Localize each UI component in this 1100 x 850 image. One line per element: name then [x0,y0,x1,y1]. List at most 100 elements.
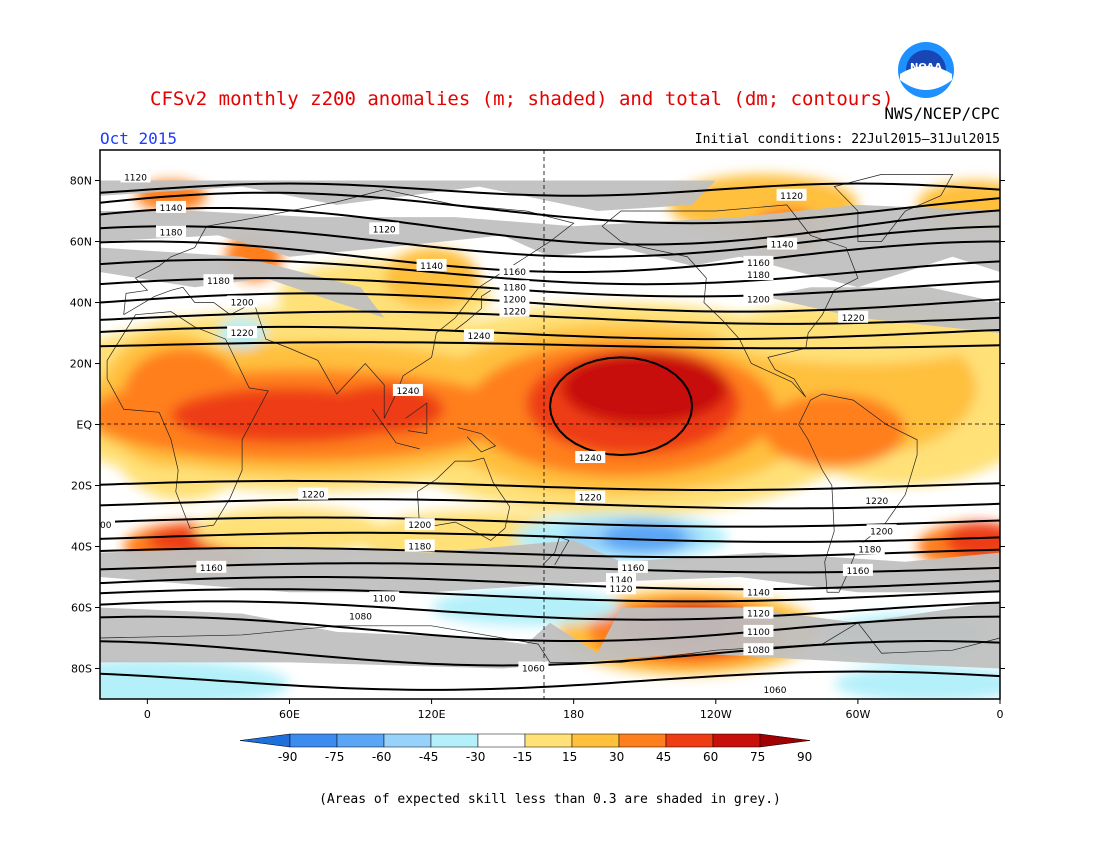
contour-label: 1120 [776,188,807,202]
svg-text:1180: 1180 [503,283,526,293]
svg-text:1140: 1140 [747,588,770,598]
svg-text:1200: 1200 [408,521,431,531]
svg-text:1220: 1220 [503,308,526,318]
contour-label: 1220 [838,310,869,324]
legend-swatch [712,733,761,748]
height-contours [100,182,1000,691]
svg-text:1240: 1240 [467,332,490,342]
svg-text:1120: 1120 [373,225,396,235]
svg-text:1220: 1220 [231,329,254,339]
contour-label: 1200 [227,295,258,309]
contour-label: 1100 [743,624,774,638]
legend-arrow-low [239,733,291,748]
lat-tick-label: EQ [76,419,92,432]
svg-text:1220: 1220 [579,494,602,504]
svg-text:1240: 1240 [396,387,419,397]
legend-swatch [477,733,526,748]
svg-text:1120: 1120 [124,173,147,183]
legend-tick-label: 30 [609,750,624,764]
contour-label: 1220 [298,487,329,501]
contour-label: 1220 [499,304,530,318]
svg-text:1120: 1120 [780,192,803,202]
svg-text:1080: 1080 [747,646,770,656]
svg-text:1160: 1160 [621,564,644,574]
legend-tick-label: 90 [797,750,812,764]
contour-label: 1120 [606,582,637,595]
contour-label: 1140 [767,237,798,251]
contour-label: 1100 [369,591,400,604]
contour-label: 1160 [617,560,648,574]
lat-tick-label: 80N [70,175,92,188]
contour-label: 1120 [369,222,400,235]
svg-text:1160: 1160 [846,567,869,577]
legend-tick-label: 60 [703,750,718,764]
svg-text:1200: 1200 [231,299,254,309]
contour-label: 1180 [203,274,234,287]
legend-tick-label: -30 [466,750,486,764]
contour-label: 1240 [463,329,494,342]
contour-label: 1160 [196,560,227,574]
contour-label: 1120 [743,606,774,620]
contour-label: 1160 [743,255,774,269]
contour-labels: 1120114011801180120012201120114011601180… [100,170,897,696]
contour-label: 1120 [120,170,151,183]
contour-label: 1220 [861,493,892,507]
contour-label: 1080 [345,609,376,623]
svg-text:1100: 1100 [747,628,770,638]
lat-tick-label: 40S [71,541,92,554]
contour-label: 1180 [499,280,530,293]
legend-swatch [430,733,479,748]
svg-text:1180: 1180 [747,271,770,281]
svg-text:1220: 1220 [842,314,865,324]
legend-swatch [383,733,432,748]
forecast-month: Oct 2015 [100,129,178,148]
legend-tick-label: 75 [750,750,765,764]
svg-text:1160: 1160 [200,564,223,574]
svg-text:1220: 1220 [865,497,888,507]
legend-swatch [618,733,667,748]
contour-label: 1140 [416,258,447,272]
contour-label: 1200 [866,524,897,537]
legend-tick-label: -15 [513,750,533,764]
lat-tick-label: 60N [70,236,92,249]
legend-tick-label: -75 [325,750,345,764]
legend-swatch [336,733,385,748]
contour-label: 1140 [156,200,187,214]
legend-swatch [289,733,338,748]
lon-tick-label: 0 [997,708,1004,721]
svg-text:1140: 1140 [771,241,794,251]
svg-text:1060: 1060 [522,665,545,675]
svg-text:1120: 1120 [747,610,770,620]
svg-text:1060: 1060 [764,686,787,696]
contour-label: 1200 [743,292,774,305]
skill-note: (Areas of expected skill less than 0.3 a… [319,792,781,807]
legend-swatch [524,733,573,748]
svg-text:1140: 1140 [160,204,183,214]
contour-label: 1200 [499,292,530,305]
legend-tick-label: -45 [419,750,439,764]
lon-tick-label: 120W [700,708,732,721]
noaa-logo: NOAA [898,42,954,98]
contour-label: 1180 [156,225,187,238]
svg-text:1080: 1080 [349,613,372,623]
initial-conditions: Initial conditions: 22Jul2015–31Jul2015 [694,132,1000,147]
svg-text:1180: 1180 [408,543,431,553]
svg-text:1180: 1180 [160,228,183,238]
svg-text:1100: 1100 [373,594,396,604]
contour-label: 1200 [404,518,435,531]
legend-swatch [571,733,620,748]
latitude-axis: 80N 60N 40N 20N EQ 20S 40S 60S 80S [70,175,1005,676]
lat-tick-label: 80S [71,663,92,676]
svg-text:1120: 1120 [610,585,633,595]
contour-label: 1140 [606,573,637,586]
contour-label: 1180 [404,539,435,553]
contour-label: 1180 [854,542,885,556]
contour-label: 1240 [392,383,423,397]
svg-text:1140: 1140 [610,576,633,586]
lon-tick-label: 60W [845,708,870,721]
svg-text:1220: 1220 [302,491,325,501]
svg-text:1200: 1200 [503,295,526,305]
contour-label: 1160 [499,265,530,278]
map-title: CFSv2 monthly z200 anomalies (m; shaded)… [150,88,894,110]
